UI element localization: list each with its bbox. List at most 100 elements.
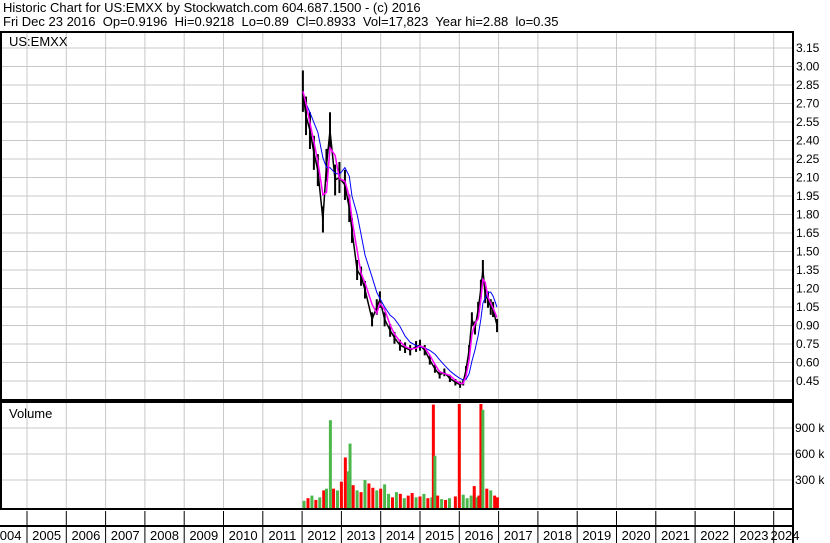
year-label: 2012 xyxy=(307,528,336,543)
volume-bar xyxy=(461,494,465,508)
year-label: 2023 xyxy=(740,528,769,543)
price-tick-label: 1.65 xyxy=(796,226,820,240)
year-label: 2006 xyxy=(71,528,100,543)
volume-bar xyxy=(302,500,306,508)
year-label: 2021 xyxy=(661,528,690,543)
volume-bar xyxy=(410,493,414,508)
volume-bar xyxy=(343,457,347,508)
price-tick-label: 0.75 xyxy=(796,337,820,351)
price-tick-label: 2.55 xyxy=(796,115,820,129)
volume-bar xyxy=(383,484,387,508)
volume-bar xyxy=(485,488,489,508)
volume-bar xyxy=(406,495,410,508)
volume-bar xyxy=(475,497,479,508)
chart-title: Historic Chart for US:EMXX by Stockwatch… xyxy=(3,0,421,15)
volume-bar xyxy=(431,404,435,508)
moving-average-long-line xyxy=(302,91,498,381)
volume-bar xyxy=(453,496,457,508)
volume-bar xyxy=(318,497,322,508)
price-tick-label: 0.60 xyxy=(796,356,820,370)
price-tick-label: 2.40 xyxy=(796,134,820,148)
year-label: 2014 xyxy=(386,528,415,543)
volume-bars xyxy=(302,404,499,508)
year-label: 2024 xyxy=(771,528,800,543)
price-tick-label: 1.05 xyxy=(796,300,820,314)
volume-bar xyxy=(314,499,318,508)
year-label: 2007 xyxy=(111,528,140,543)
volume-bar xyxy=(493,495,497,508)
quote-summary: Fri Dec 23 2016 Op=0.9196 Hi=0.9218 Lo=0… xyxy=(3,14,559,29)
price-tick-label: 1.80 xyxy=(796,208,820,222)
price-panel-frame xyxy=(0,31,794,401)
volume-bar xyxy=(379,488,383,508)
volume-bar xyxy=(433,455,437,508)
price-tick-label: 0.45 xyxy=(796,374,820,388)
year-label: 2017 xyxy=(504,528,533,543)
volume-bar xyxy=(444,499,448,508)
volume-bar xyxy=(359,492,363,508)
volume-bar xyxy=(394,492,398,508)
volume-bar xyxy=(481,409,485,508)
volume-bar xyxy=(387,493,391,508)
price-tick-label: 1.50 xyxy=(796,245,820,259)
year-label: 2005 xyxy=(32,528,61,543)
volume-bar xyxy=(351,485,355,508)
volume-bar xyxy=(469,495,473,508)
year-label: 2004 xyxy=(0,528,21,543)
volume-bar xyxy=(328,420,332,508)
year-label: 2020 xyxy=(622,528,651,543)
price-tick-label: 3.15 xyxy=(796,41,820,55)
volume-bar xyxy=(440,499,444,508)
volume-bar xyxy=(363,480,367,508)
volume-bar xyxy=(355,490,359,508)
volume-bar xyxy=(465,498,469,508)
volume-bar xyxy=(398,493,402,508)
volume-panel-label: Volume xyxy=(9,406,52,421)
moving-average-short-line xyxy=(302,91,498,385)
axis-labels: 3.15 3.00 2.85 2.70 2.55 2.40 2.25 2.10 1.95 1.80… xyxy=(0,41,825,543)
volume-bar xyxy=(447,498,451,508)
price-tick-label: 2.85 xyxy=(796,78,820,92)
volume-bar xyxy=(339,481,343,508)
price-tick-label: 2.25 xyxy=(796,152,820,166)
year-label: 2018 xyxy=(543,528,572,543)
volume-bar xyxy=(306,498,310,508)
volume-bar xyxy=(414,497,418,508)
price-tick-label: 2.10 xyxy=(796,171,820,185)
price-tick-label: 0.90 xyxy=(796,319,820,333)
volume-bar xyxy=(430,497,434,508)
volume-bar xyxy=(390,497,394,508)
volume-bar xyxy=(426,498,430,508)
volume-bar xyxy=(346,471,350,508)
price-tick-label: 1.95 xyxy=(796,189,820,203)
year-label: 2009 xyxy=(189,528,218,543)
volume-bar xyxy=(335,490,339,508)
volume-tick-label: 300 k xyxy=(795,473,825,487)
volume-bar xyxy=(367,483,371,508)
year-label: 2011 xyxy=(268,528,296,543)
year-label: 2010 xyxy=(229,528,258,543)
volume-bar xyxy=(310,495,314,508)
volume-bar xyxy=(322,490,326,508)
price-tick-label: 1.35 xyxy=(796,263,820,277)
volume-bar xyxy=(324,488,328,508)
volume-bar xyxy=(422,493,426,508)
year-label: 2022 xyxy=(700,528,729,543)
price-lines xyxy=(301,70,499,388)
volume-bar xyxy=(457,404,461,508)
volume-bar xyxy=(371,487,375,508)
price-panel-label: US:EMXX xyxy=(9,34,68,49)
volume-bar xyxy=(436,495,440,508)
panel-frames xyxy=(0,31,794,543)
year-label: 2013 xyxy=(347,528,376,543)
year-label: 2015 xyxy=(425,528,454,543)
volume-bar xyxy=(402,498,406,508)
volume-tick-label: 600 k xyxy=(795,447,825,461)
grid-lines xyxy=(2,32,793,509)
volume-bar xyxy=(477,495,481,508)
price-tick-label: 1.20 xyxy=(796,282,820,296)
volume-bar xyxy=(479,404,483,508)
year-label: 2008 xyxy=(150,528,179,543)
volume-bar xyxy=(332,488,336,508)
